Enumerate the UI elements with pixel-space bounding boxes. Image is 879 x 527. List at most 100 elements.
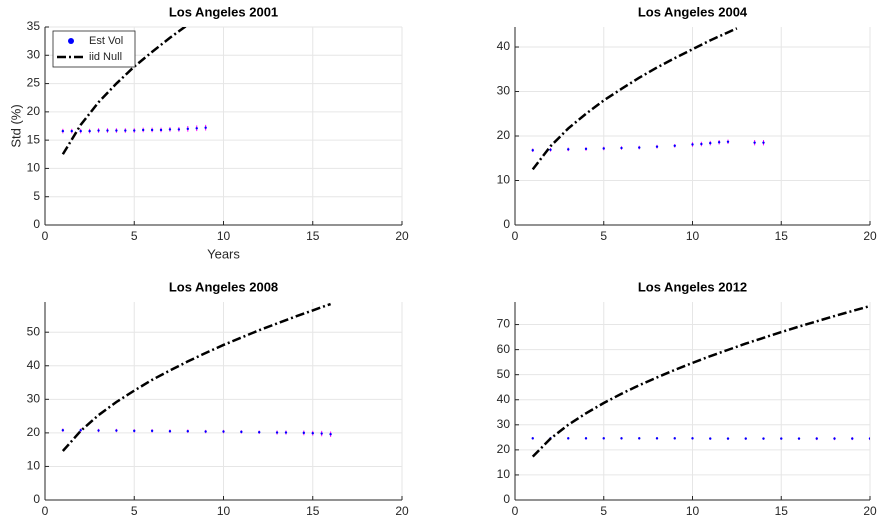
x-tick-label: 0 [42, 504, 49, 518]
x-tick-label: 10 [217, 504, 231, 518]
y-tick-label: 0 [33, 492, 40, 506]
point [302, 431, 306, 435]
point [284, 431, 288, 434]
point [70, 129, 73, 133]
point [159, 128, 163, 132]
y-tick-label: 15 [27, 132, 41, 146]
point [620, 437, 623, 440]
line [61, 302, 332, 452]
point [709, 437, 712, 440]
x-tick-label: 15 [775, 229, 789, 243]
point [258, 431, 261, 434]
y-tick-label: 0 [503, 217, 510, 231]
point [673, 437, 676, 440]
point [106, 129, 109, 132]
point [168, 128, 172, 131]
subplot: 0 10 20 30 40 50 0 5 10 15 20 Los Angeles 2008 [27, 279, 409, 518]
point [717, 141, 721, 144]
y-tick-label: 10 [27, 459, 41, 473]
point [133, 129, 136, 132]
x-tick-label: 5 [131, 504, 138, 518]
point [79, 428, 82, 432]
legend-label: iid Null [89, 51, 122, 63]
point [638, 437, 641, 440]
y-tick-label: 30 [497, 84, 511, 98]
legend-marker [68, 38, 74, 44]
point [744, 437, 747, 440]
point [133, 429, 136, 433]
y-axis-label: Std (%) [8, 104, 23, 147]
x-tick-label: 0 [42, 229, 49, 243]
y-tick-label: 25 [27, 76, 41, 90]
point [61, 428, 65, 432]
y-tick-label: 10 [27, 161, 41, 175]
y-tick-label: 70 [497, 317, 511, 331]
y-tick-label: 35 [27, 19, 41, 33]
point [79, 129, 82, 133]
point [567, 148, 570, 151]
line [61, 27, 187, 155]
point [762, 141, 765, 144]
x-tick-label: 10 [686, 229, 700, 243]
point [320, 432, 323, 435]
chart-title: Los Angeles 2008 [169, 279, 278, 294]
plot-area [61, 302, 332, 452]
y-tick-label: 0 [33, 217, 40, 231]
point [700, 142, 703, 146]
point [275, 431, 279, 434]
x-tick-label: 20 [863, 504, 877, 518]
y-tick-label: 40 [27, 358, 41, 372]
point [204, 126, 207, 129]
point [691, 143, 694, 146]
x-tick-label: 20 [395, 229, 409, 243]
y-tick-label: 20 [27, 425, 41, 439]
point [655, 145, 659, 148]
y-tick-label: 50 [27, 324, 41, 338]
y-tick-label: 10 [497, 467, 511, 481]
point [195, 127, 198, 130]
x-tick-label: 5 [600, 504, 607, 518]
point [726, 140, 730, 143]
point [797, 437, 801, 440]
line [531, 27, 738, 171]
x-tick-label: 20 [395, 504, 409, 518]
y-tick-label: 20 [497, 442, 511, 456]
point [673, 144, 676, 147]
point [815, 437, 818, 440]
y-tick-label: 20 [497, 128, 511, 142]
x-tick-label: 5 [600, 229, 607, 243]
point [709, 141, 712, 145]
point [602, 437, 605, 440]
y-tick-label: 10 [497, 173, 511, 187]
y-tick-label: 30 [497, 417, 511, 431]
chart-title: Los Angeles 2012 [638, 279, 747, 294]
plot-area [531, 304, 870, 458]
point [329, 433, 332, 436]
y-tick-label: 40 [497, 392, 511, 406]
point [150, 128, 154, 132]
point [222, 430, 225, 433]
point [762, 437, 765, 440]
point [531, 149, 534, 152]
x-tick-label: 5 [131, 229, 138, 243]
x-tick-label: 10 [217, 229, 231, 243]
point [531, 437, 534, 440]
point [240, 430, 243, 434]
point [780, 437, 783, 440]
subplot: 0 10 20 30 40 0 5 10 15 20 Los Angeles 2004 [497, 4, 877, 243]
point [177, 128, 181, 131]
y-tick-label: 5 [33, 189, 40, 203]
x-tick-label: 0 [512, 229, 519, 243]
x-tick-label: 15 [306, 229, 320, 243]
plot-area [61, 27, 207, 155]
point [115, 429, 118, 432]
point [124, 129, 127, 132]
point [204, 430, 207, 433]
point [88, 129, 91, 133]
subplot: 0 5 10 15 20 25 30 35 0 5 10 15 20 Los Angeles 2001 Ye… [8, 4, 409, 261]
point [655, 437, 659, 440]
y-tick-label: 30 [27, 391, 41, 405]
point [584, 147, 588, 151]
point [726, 437, 730, 440]
point [602, 147, 605, 150]
